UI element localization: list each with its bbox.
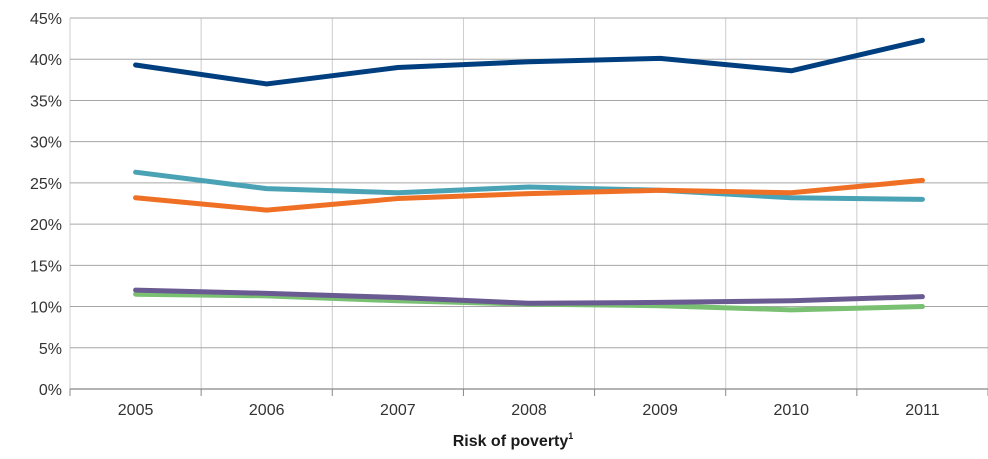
series-line-3	[133, 177, 925, 213]
x-tick-label: 2008	[511, 402, 547, 419]
y-tick-label: 25%	[30, 176, 62, 193]
y-axis: 0% 5% 10% 15% 20% 25% 30% 35% 40% 45%	[30, 11, 62, 399]
x-axis: 2005 2006 2007 2008 2009 2010 2011	[69, 388, 988, 419]
y-tick-label: 0%	[39, 382, 62, 399]
x-tick-label: 2007	[380, 402, 416, 419]
x-tick-label: 2006	[249, 402, 285, 419]
y-tick-label: 30%	[30, 135, 62, 152]
y-tick-label: 10%	[30, 300, 62, 317]
x-axis-title: Risk of poverty1	[453, 431, 574, 450]
y-tick-label: 45%	[30, 11, 62, 28]
x-axis-title-superscript: 1	[568, 431, 573, 441]
series-lines	[133, 37, 925, 313]
y-tick-label: 35%	[30, 93, 62, 110]
series-line-1	[133, 37, 925, 87]
x-tick-label: 2009	[642, 402, 678, 419]
x-tick-label: 2010	[773, 402, 809, 419]
y-tick-label: 5%	[39, 341, 62, 358]
y-tick-label: 40%	[30, 52, 62, 69]
series-line-2	[133, 169, 925, 202]
x-tick-label: 2011	[905, 402, 940, 419]
series-line-5	[133, 287, 925, 306]
y-tick-label: 15%	[30, 258, 62, 275]
y-tick-label: 20%	[30, 217, 62, 234]
x-tick-label: 2005	[118, 402, 154, 419]
